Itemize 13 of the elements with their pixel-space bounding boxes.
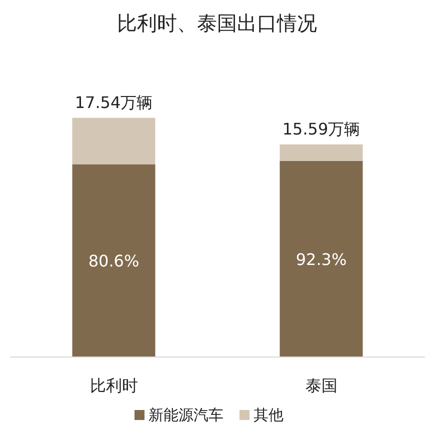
annotation: 92.3% <box>296 250 347 269</box>
chart-title: 比利时、泰国出口情况 <box>117 11 317 35</box>
legend-label: 新能源汽车 <box>148 406 224 424</box>
annotation: 80.6% <box>88 252 140 271</box>
text: 17.54万辆 <box>74 92 153 112</box>
bar <box>72 164 156 357</box>
bar <box>72 118 156 164</box>
x-tick-label: 泰国 <box>305 376 338 395</box>
annotation: 15.59万辆 <box>282 119 360 138</box>
bar <box>280 160 363 357</box>
bar <box>280 144 363 161</box>
x-tick-label: 比利时 <box>90 376 138 395</box>
legend-label: 其他 <box>254 406 284 424</box>
